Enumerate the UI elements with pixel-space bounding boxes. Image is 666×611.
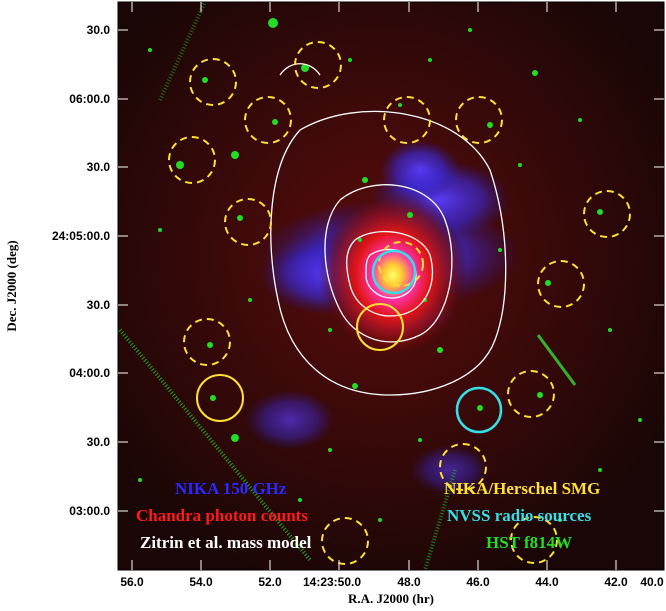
y-axis-title: Dec. J2000 (deg) — [4, 240, 19, 331]
smg-candidates — [168, 41, 631, 565]
plot-frame — [117, 1, 665, 571]
legend-nvss: NVSS radio sources — [447, 506, 592, 525]
x-tick-label: 56.0 — [120, 575, 144, 589]
y-tick-label: 30.0 — [87, 298, 111, 312]
zitrin-mass-contours — [270, 63, 507, 396]
x-axis-title: R.A. J2000 (hr) — [348, 591, 434, 606]
legend-smg: NIKA/Herschel SMG — [444, 479, 600, 498]
x-tick-label: 52.0 — [258, 575, 282, 589]
legend-nika: NIKA 150 GHz — [175, 479, 287, 498]
legend-zitrin: Zitrin et al. mass model — [140, 533, 312, 552]
x-tick-label: 42.0 — [604, 575, 628, 589]
x-tick-label: 54.0 — [189, 575, 213, 589]
x-tick-label: 46.0 — [466, 575, 490, 589]
y-tick-label: 30.0 — [87, 435, 111, 449]
legend-chandra: Chandra photon counts — [136, 506, 308, 525]
x-tick-label: 14:23:50.0 — [303, 575, 361, 589]
tick-marks — [118, 2, 664, 570]
y-tick-label: 04:00.0 — [69, 366, 110, 380]
y-tick-label: 30.0 — [87, 23, 111, 37]
y-tick-label: 06:00.0 — [69, 92, 110, 106]
nvss-radio-sources — [371, 249, 503, 434]
x-tick-label: 40.0 — [640, 575, 664, 589]
legend-hst: HST f814W — [486, 533, 572, 552]
sky-image: NIKA 150 GHz Chandra photon counts Zitri… — [118, 2, 664, 570]
y-tick-label: 03:00.0 — [69, 504, 110, 518]
x-tick-label: 48.0 — [397, 575, 421, 589]
hst-artifact-streak — [536, 334, 577, 386]
smg-detections — [196, 303, 404, 422]
x-tick-label: 44.0 — [535, 575, 559, 589]
y-tick-label: 24:05:00.0 — [52, 229, 110, 243]
hst-artifact-bottom — [423, 469, 457, 570]
hst-galaxies — [138, 18, 642, 522]
x-tick-labels: 56.0 54.0 52.0 14:23:50.0 48.0 46.0 44.0… — [120, 575, 664, 589]
y-tick-label: 30.0 — [87, 160, 111, 174]
y-tick-labels: 30.0 06:00.0 30.0 24:05:00.0 30.0 04:00.… — [52, 23, 110, 518]
chandra-emission — [318, 190, 468, 360]
